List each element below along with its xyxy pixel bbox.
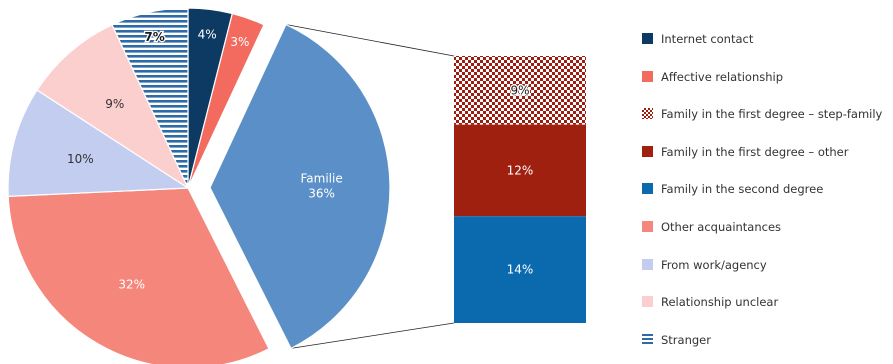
bar-segment-family-in-the-first-degree-step-family — [454, 56, 586, 125]
legend-swatch — [642, 296, 653, 308]
bar-segment-family-in-the-first-degree-other — [454, 124, 586, 217]
pie-slice-stranger — [111, 7, 189, 189]
legend-swatch — [642, 333, 653, 345]
legend-label: Stranger — [661, 332, 711, 347]
legend-label: Family in the second degree — [661, 182, 824, 197]
legend-label: Internet contact — [661, 32, 754, 46]
pie-label-from-work-agency: 10% — [67, 152, 94, 166]
legend-label: From work/agency — [661, 257, 767, 272]
pie-slice-from-work-agency — [7, 89, 190, 198]
bar-label-family-in-the-first-degree-step-family: 9% — [510, 83, 529, 97]
bar-label-family-in-the-first-degree-other: 12% — [507, 163, 534, 177]
pie-slice-relationship-unclear — [36, 24, 190, 190]
legend-swatch — [642, 145, 653, 157]
legend-swatch — [642, 70, 653, 82]
legend-label: Relationship unclear — [661, 295, 779, 310]
legend-swatch — [642, 183, 653, 195]
legend-swatch — [642, 108, 653, 120]
pie-slice-affective-relationship — [187, 12, 265, 189]
breakdown-bar: 9% 12% 14% — [454, 56, 586, 323]
legend-swatch — [642, 221, 653, 232]
pie-label-affective-relationship: 3% — [230, 35, 249, 49]
connector-line-bottom — [290, 322, 455, 349]
pie-label-familie: Familie 36% — [300, 171, 342, 200]
bar-segment-family-in-the-second-degree — [454, 216, 586, 323]
pie-label-other-acquaintances: 32% — [118, 277, 145, 291]
connector-line-top — [285, 24, 455, 57]
connector-lines — [285, 24, 455, 349]
pie-slice-familie — [209, 23, 391, 350]
legend-label: Family in the first degree – other — [661, 144, 849, 159]
pie: 4% 3% Familie 36% 32% 10% 9% 7% — [7, 7, 391, 364]
legend-label: Family in the first degree – step-family — [661, 107, 883, 122]
legend-label: Affective relationship — [661, 69, 784, 84]
bar-label-family-in-the-second-degree: 14% — [507, 263, 534, 277]
pie-label-stranger: 7% — [144, 30, 164, 44]
legend-swatch — [642, 258, 653, 270]
pie-label-relationship-unclear: 9% — [105, 97, 124, 111]
pie-label-internet-contact: 4% — [198, 27, 217, 41]
legend-swatch — [642, 33, 653, 44]
legend-label: Other acquaintances — [661, 220, 782, 234]
